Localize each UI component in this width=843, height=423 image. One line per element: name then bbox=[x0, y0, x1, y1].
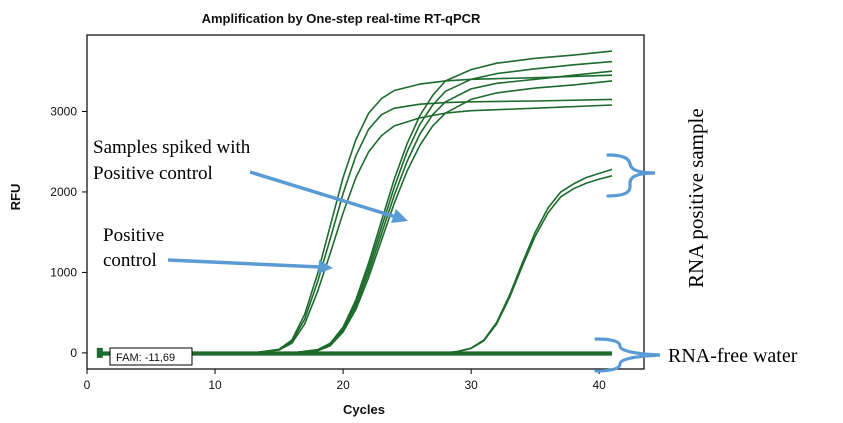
y-axis-ticks: 0 1000 2000 3000 bbox=[50, 104, 87, 360]
rna-free-water-brace bbox=[594, 337, 661, 373]
y-tick-label-2: 2000 bbox=[50, 185, 77, 199]
y-tick-label-1: 1000 bbox=[50, 265, 77, 279]
x-tick-label-3: 30 bbox=[464, 378, 478, 392]
plot-frame bbox=[86, 34, 645, 370]
spiked-arrow bbox=[249, 170, 397, 219]
y-axis-label: RFU bbox=[8, 184, 23, 211]
x-tick-label-4: 40 bbox=[593, 378, 607, 392]
series-line-0 bbox=[99, 74, 613, 354]
y-tick-label-3: 3000 bbox=[50, 104, 77, 118]
threshold-label-box: FAM: -11,69 bbox=[109, 347, 193, 366]
positive-control-annotation-line-2: control bbox=[103, 250, 157, 271]
series-line-2 bbox=[99, 104, 613, 354]
annotation-arrows bbox=[167, 170, 408, 274]
braces bbox=[594, 153, 661, 373]
series-line-8 bbox=[99, 175, 613, 354]
x-tick-label-2: 20 bbox=[336, 378, 350, 392]
positive-control-arrowhead bbox=[318, 260, 333, 274]
rna-positive-brace bbox=[606, 153, 656, 198]
series-line-1 bbox=[99, 98, 613, 354]
x-axis-ticks: 0 10 20 30 40 bbox=[84, 369, 607, 392]
positive-control-arrow bbox=[167, 258, 321, 269]
spiked-annotation: Samples spiked with Positive control bbox=[93, 137, 255, 184]
positive-control-annotation-line-1: Positive bbox=[103, 225, 164, 246]
chart-title: Amplification by One-step real-time RT-q… bbox=[202, 11, 481, 26]
x-tick-label-0: 0 bbox=[84, 378, 91, 392]
positive-control-annotation: Positive control bbox=[103, 225, 169, 271]
spiked-arrowhead bbox=[391, 209, 408, 223]
series-line-6 bbox=[99, 80, 613, 354]
spiked-annotation-line-1: Samples spiked with bbox=[93, 137, 251, 158]
baseline-marker bbox=[96, 347, 103, 358]
x-axis-label: Cycles bbox=[343, 402, 385, 417]
y-tick-label-0: 0 bbox=[70, 346, 77, 360]
rna-positive-annotation: RNA positive sample bbox=[684, 108, 708, 288]
rna-free-water-annotation: RNA-free water bbox=[668, 345, 798, 367]
threshold-label: FAM: -11,69 bbox=[116, 352, 175, 364]
x-tick-label-1: 10 bbox=[208, 378, 222, 392]
spiked-annotation-line-2: Positive control bbox=[93, 163, 213, 184]
